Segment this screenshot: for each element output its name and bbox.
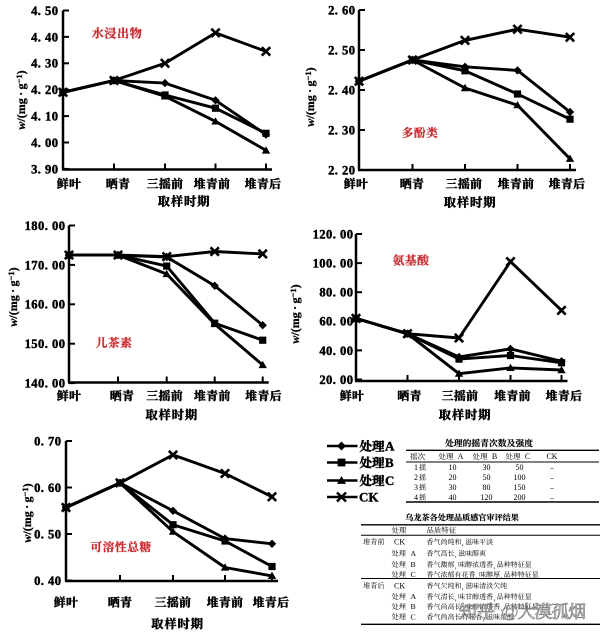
svg-text:,: , xyxy=(462,583,464,592)
svg-text:100. 00: 100. 00 xyxy=(313,257,354,271)
svg-text:C: C xyxy=(525,452,530,461)
svg-text:–: – xyxy=(549,473,555,482)
svg-text:CK: CK xyxy=(546,452,557,461)
svg-text:4. 00: 4. 00 xyxy=(31,136,58,150)
svg-text:100: 100 xyxy=(514,473,526,482)
svg-text:2. 60: 2. 60 xyxy=(328,3,355,17)
svg-text:4. 10: 4. 10 xyxy=(31,110,58,124)
svg-text:20: 20 xyxy=(449,473,457,482)
svg-text:w/(mg · g−1): w/(mg · g−1) xyxy=(20,483,34,542)
svg-text:50: 50 xyxy=(516,463,524,472)
svg-text:,: , xyxy=(500,604,502,613)
svg-text:A: A xyxy=(385,439,395,454)
svg-text:CK: CK xyxy=(394,581,405,590)
svg-text:10: 10 xyxy=(449,463,457,472)
svg-text:,: , xyxy=(455,561,457,570)
svg-text:2. 50: 2. 50 xyxy=(328,43,355,57)
svg-text:–: – xyxy=(549,493,555,502)
svg-text:0. 50: 0. 50 xyxy=(34,527,61,541)
svg-text:40: 40 xyxy=(449,493,457,502)
svg-text:150: 150 xyxy=(514,483,526,492)
svg-text:C: C xyxy=(385,473,394,488)
svg-text:170. 00: 170. 00 xyxy=(25,258,66,272)
svg-text:A: A xyxy=(458,452,464,461)
svg-text:–: – xyxy=(549,463,555,472)
svg-text:80. 00: 80. 00 xyxy=(319,286,353,300)
svg-text:B: B xyxy=(411,602,416,611)
svg-text:3. 90: 3. 90 xyxy=(31,162,58,176)
svg-text:4. 20: 4. 20 xyxy=(31,83,58,97)
svg-text:0. 40: 0. 40 xyxy=(34,574,61,588)
svg-text:1: 1 xyxy=(414,463,418,472)
svg-text:,: , xyxy=(493,594,495,603)
svg-text:160. 00: 160. 00 xyxy=(25,298,66,312)
svg-text:180. 00: 180. 00 xyxy=(25,219,66,233)
svg-text:B: B xyxy=(492,452,497,461)
svg-text:C: C xyxy=(411,612,416,621)
svg-text:4. 30: 4. 30 xyxy=(31,57,58,71)
svg-text:2. 30: 2. 30 xyxy=(328,123,355,137)
svg-text:150. 00: 150. 00 xyxy=(25,337,66,351)
svg-text:30: 30 xyxy=(483,463,491,472)
svg-text:,: , xyxy=(462,604,464,613)
svg-text:,: , xyxy=(500,571,502,580)
svg-text:3: 3 xyxy=(414,483,418,492)
svg-text:0. 60: 0. 60 xyxy=(34,481,61,495)
svg-text:140. 00: 140. 00 xyxy=(25,377,66,391)
svg-text:120: 120 xyxy=(481,493,493,502)
svg-text:A: A xyxy=(411,549,417,558)
svg-text:2. 40: 2. 40 xyxy=(328,83,355,97)
svg-text:40. 00: 40. 00 xyxy=(319,344,353,358)
svg-text:2. 20: 2. 20 xyxy=(328,163,355,177)
svg-text:–: – xyxy=(549,483,555,492)
svg-text:w/(mg · g−1): w/(mg · g−1) xyxy=(303,67,317,126)
svg-text:,: , xyxy=(455,594,457,603)
svg-text:30: 30 xyxy=(449,483,457,492)
svg-text:,: , xyxy=(493,561,495,570)
svg-text:0. 70: 0. 70 xyxy=(34,434,61,448)
svg-text:w/(mg · g−1): w/(mg · g−1) xyxy=(288,284,302,343)
svg-text:CK: CK xyxy=(359,490,379,505)
svg-text:@: @ xyxy=(501,601,520,622)
svg-text:A: A xyxy=(411,592,417,601)
svg-text:C: C xyxy=(411,570,416,579)
svg-text:20. 00: 20. 00 xyxy=(319,373,353,387)
svg-text:,: , xyxy=(462,539,464,548)
svg-text:80: 80 xyxy=(483,483,491,492)
svg-text:CK: CK xyxy=(394,537,405,546)
svg-text:2: 2 xyxy=(414,473,418,482)
svg-text:w/(mg · g−1): w/(mg · g−1) xyxy=(14,70,28,129)
svg-text:4. 40: 4. 40 xyxy=(31,30,58,44)
svg-text:4. 50: 4. 50 xyxy=(31,4,58,18)
svg-text:120. 00: 120. 00 xyxy=(313,227,354,241)
svg-text:,: , xyxy=(476,571,478,580)
svg-text:60. 00: 60. 00 xyxy=(319,315,353,329)
svg-text:50: 50 xyxy=(483,473,491,482)
svg-text:B: B xyxy=(385,455,394,470)
svg-text:B: B xyxy=(411,560,416,569)
svg-text:4: 4 xyxy=(414,493,418,502)
svg-text:w/(mg · g−1): w/(mg · g−1) xyxy=(6,267,20,326)
svg-text:200: 200 xyxy=(514,493,526,502)
svg-text:,: , xyxy=(455,550,457,559)
